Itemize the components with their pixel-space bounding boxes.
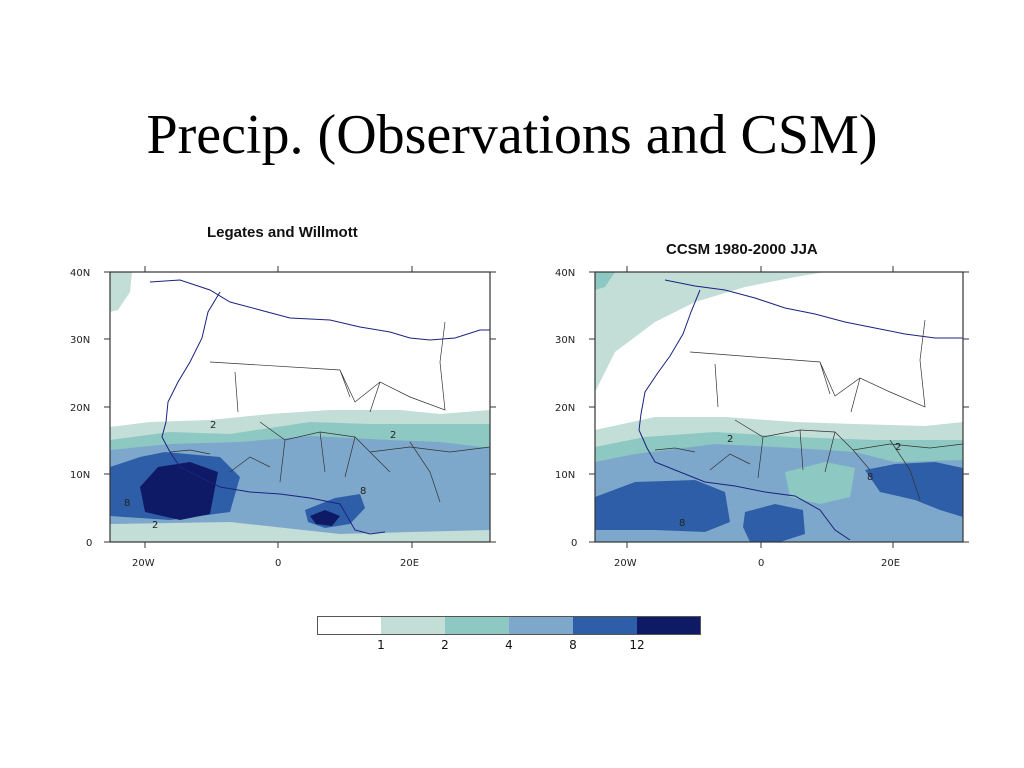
precip-contour-8mm-west (595, 480, 730, 532)
precip-contour-1mm-nw-inner (595, 272, 615, 290)
colorbar-label: 8 (569, 638, 577, 652)
y-tick-label: 30N (70, 335, 90, 346)
contour-label: 2 (895, 442, 901, 453)
colorbar (317, 616, 701, 635)
x-tick-label: 20W (614, 558, 637, 569)
x-tick-label: 20E (881, 558, 900, 569)
coastline (149, 279, 490, 535)
y-tick-label: 0 (571, 538, 577, 549)
country-borders (654, 319, 964, 501)
y-tick-label: 30N (555, 335, 575, 346)
colorbar-cell (637, 616, 701, 635)
map-title-observations: Legates and Willmott (207, 224, 358, 241)
precip-contour-12mm-east (310, 510, 340, 526)
precip-contour-light-inner (785, 462, 855, 504)
colorbar-label: 12 (629, 638, 645, 652)
slide-title: Precip. (Observations and CSM) (146, 104, 878, 166)
colorbar-cell (509, 616, 573, 635)
contour-label: 8 (360, 486, 366, 497)
contour-label: 8 (679, 518, 685, 529)
precip-contour-8mm-gulf (743, 504, 805, 542)
map-observations: 40N 30N 20N 10N 0 20W 0 20E 2 2 8 8 2 (70, 266, 496, 569)
axis-ticks (104, 266, 496, 548)
x-tick-label: 0 (275, 558, 281, 569)
colorbar-cell (381, 616, 445, 635)
colorbar-label: 2 (441, 638, 449, 652)
map-title-ccsm: CCSM 1980-2000 JJA (666, 241, 818, 258)
y-tick-label: 10N (555, 470, 575, 481)
coastline (638, 279, 963, 541)
contour-label: 2 (152, 520, 158, 531)
country-borders (169, 321, 491, 503)
y-tick-label: 10N (70, 470, 90, 481)
y-tick-label: 20N (70, 403, 90, 414)
colorbar-label: 4 (505, 638, 513, 652)
precip-contour-8mm-east (865, 462, 963, 517)
contour-label: 2 (390, 430, 396, 441)
x-tick-label: 0 (758, 558, 764, 569)
y-tick-label: 40N (70, 268, 90, 279)
precip-contour-coast (110, 522, 490, 542)
precip-contour-nw (110, 272, 132, 312)
x-tick-label: 20E (400, 558, 419, 569)
colorbar-cell (317, 616, 381, 635)
y-tick-label: 40N (555, 268, 575, 279)
contour-label: 2 (210, 420, 216, 431)
colorbar-label: 1 (377, 638, 385, 652)
x-tick-label: 20W (132, 558, 155, 569)
colorbar-labels: 1 2 4 8 12 (317, 638, 701, 654)
contour-label: 2 (727, 434, 733, 445)
precip-contour-1mm-nw (595, 272, 825, 392)
y-tick-label: 20N (555, 403, 575, 414)
axis-ticks (589, 266, 969, 548)
colorbar-cell (445, 616, 509, 635)
colorbar-cell (573, 616, 637, 635)
contour-label: 8 (124, 498, 130, 509)
contour-label: 8 (867, 472, 873, 483)
y-tick-label: 0 (86, 538, 92, 549)
map-ccsm: 40N 30N 20N 10N 0 20W 0 20E 2 2 8 8 (555, 266, 969, 569)
